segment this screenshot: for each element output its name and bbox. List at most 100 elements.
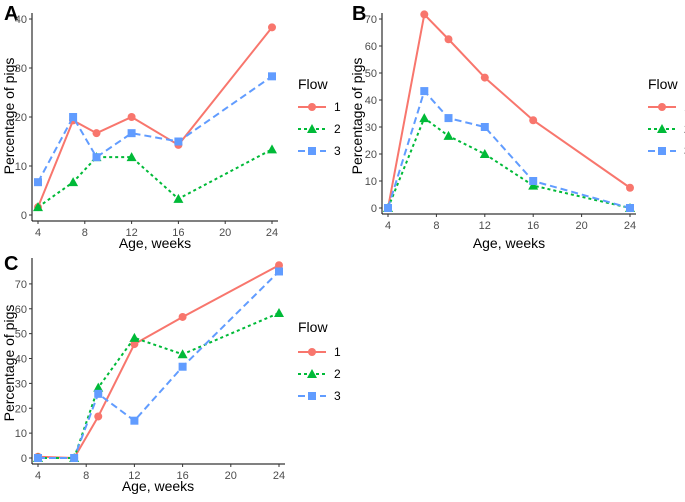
panel-c-series-2-line — [38, 312, 280, 459]
panel-c-legend-key-1-marker — [308, 348, 316, 356]
panel-a-series-1-point — [268, 23, 276, 32]
panel-a-y-tick-label: 30 — [15, 63, 27, 75]
panel-a-series-2-point — [267, 144, 277, 154]
panel-a-x-tick-label: 20 — [219, 227, 231, 239]
panel-a-series-2-line — [37, 148, 273, 208]
panel-c-legend-key-3-label: 3 — [334, 389, 341, 403]
panel-a-legend-key-3-label: 3 — [334, 144, 341, 158]
panel-c-y-tick-label: 10 — [15, 428, 27, 440]
panel-a-series-3-point — [127, 129, 136, 138]
panel-c-legend-key-2-marker — [307, 369, 317, 378]
panel-a-x-tick-label: 12 — [125, 227, 137, 239]
panel-a-series-2-point — [68, 177, 79, 187]
panel-a-series-2-point — [33, 202, 43, 212]
panel-a-y-tick-label: 20 — [15, 112, 27, 124]
panel-a-legend-key-1-marker — [308, 103, 316, 111]
panel-c-y-axis-title: Percentage of pigs — [1, 305, 17, 422]
panel-b-legend-title: Flow — [648, 76, 678, 92]
panel-c-series-2-point — [93, 382, 104, 392]
panel-c-y-tick-label: 20 — [15, 403, 27, 415]
panel-c-label: C — [4, 253, 18, 275]
panel-c-series-3-point — [34, 454, 42, 462]
panel-a-x-tick-label: 8 — [82, 227, 88, 239]
panel-a-series-3-point — [174, 137, 183, 146]
panel-c-x-tick-label: 12 — [128, 470, 140, 482]
panel-c-series-2-point — [177, 349, 188, 359]
panel-b-ticks: 4 8 12 16 20 24 0 10 20 30 40 50 60 70 — [365, 13, 636, 232]
panel-b-y-tick-label: 20 — [365, 149, 377, 161]
panel-c-series-1-point — [275, 261, 283, 270]
panel-c-x-axis-title: Age, weeks — [122, 478, 194, 494]
panel-a-legend-key-3-marker — [308, 147, 316, 155]
panel-b-series-2-point — [479, 149, 490, 158]
panel-a-series-3-point — [92, 153, 101, 162]
panel-b-series-3-line — [387, 90, 631, 209]
panel-b-y-tick-label: 70 — [365, 14, 377, 26]
panel-b-x-tick-label: 24 — [624, 220, 636, 232]
panel-b-x-tick-label: 8 — [433, 220, 439, 232]
panel-a-x-tick-label: 24 — [266, 227, 278, 239]
panel-b-y-tick-label: 50 — [365, 68, 377, 80]
panel-b: B Age, weeks Percentage of pigs 4 8 12 16 20… — [349, 3, 636, 251]
panel-c-x-tick-label: 20 — [225, 470, 237, 482]
panel-c-legend-key-3-marker — [308, 392, 316, 400]
panel-c-legend-key-2-label: 2 — [334, 367, 341, 381]
panel-c-series-2-point — [274, 307, 284, 317]
panel-a-legend-key-2-label: 2 — [334, 122, 341, 136]
panel-c-legend-key-1-label: 1 — [334, 345, 341, 359]
panel-a-legend-key-1-label: 1 — [334, 100, 341, 114]
panel-c-x-tick-label: 16 — [176, 470, 188, 482]
panel-c-y-tick-label: 70 — [15, 279, 27, 291]
panel-c-series-1-line — [37, 264, 280, 459]
panel-a-x-tick-label: 4 — [35, 227, 41, 239]
panel-b-legend-key-1-marker — [658, 103, 666, 111]
panel-b-series-3-point — [626, 204, 634, 212]
panel-b-y-tick-label: 10 — [365, 176, 377, 188]
panel-b-x-tick-label: 4 — [385, 220, 391, 232]
panel-c-series-3-point — [178, 362, 187, 371]
panel-b-series-3-point — [420, 87, 429, 96]
panel-b-series-3-point — [444, 114, 453, 123]
panel-b-y-tick-label: 30 — [365, 122, 377, 134]
panel-a-series-1-line — [37, 26, 273, 208]
panel-b-series-1-point — [420, 10, 429, 19]
panel-a-y-tick-label: 0 — [21, 210, 27, 222]
panel-c-series-1-point — [130, 340, 139, 349]
panel-a-y-tick-label: 10 — [15, 161, 27, 173]
panel-b-y-axis-title: Percentage of pigs — [349, 58, 365, 175]
panel-c-series-2-point — [129, 332, 140, 342]
panel-b-x-axis-title: Age, weeks — [473, 235, 545, 251]
panel-c-x-tick-label: 8 — [83, 470, 89, 482]
panel-b-series-2-point — [443, 130, 454, 140]
panel-b-label: B — [352, 3, 366, 25]
panel-c-y-tick-label: 30 — [15, 378, 27, 390]
panel-b-y-tick-label: 60 — [365, 41, 377, 53]
panel-a-legend: Flow 1 2 3 — [298, 76, 341, 158]
panel-b-x-tick-label: 16 — [527, 220, 539, 232]
panel-a-legend-title: Flow — [298, 76, 328, 92]
panel-a-series-3-line — [37, 75, 273, 183]
panel-c-x-tick-label: 4 — [35, 470, 41, 482]
panel-b-series-1-point — [480, 73, 489, 82]
panel-b-series-1-point — [626, 183, 634, 192]
panel-c-legend: Flow 1 2 3 — [298, 319, 341, 403]
panel-c-series-1-point — [178, 312, 187, 321]
panel-a-ticks: 4 8 12 16 20 24 0 10 20 30 40 — [15, 13, 278, 239]
panel-c-series-1-point — [94, 412, 103, 421]
panel-c-series-3-point — [70, 454, 79, 462]
panel-a-series-2-point — [173, 193, 184, 203]
panel-c-series — [33, 261, 284, 462]
panel-b-y-tick-label: 40 — [365, 95, 377, 107]
panel-b-series-3-point — [384, 204, 392, 212]
panel-a-series-2-point — [126, 152, 137, 162]
panel-c-series-3-line — [38, 270, 280, 459]
panel-c-y-tick-label: 60 — [15, 304, 27, 316]
panel-b-legend-key-3-marker — [658, 147, 666, 155]
panel-c-y-tick-label: 40 — [15, 354, 27, 366]
panel-b-series-3-point — [529, 177, 538, 185]
panel-b-series-1-point — [444, 35, 453, 44]
panel-b-legend-key-2-marker — [657, 124, 667, 133]
panel-a-y-tick-label: 40 — [15, 14, 27, 26]
panel-c-x-tick-label: 24 — [273, 470, 285, 482]
panel-b-series-2-point — [528, 180, 539, 190]
